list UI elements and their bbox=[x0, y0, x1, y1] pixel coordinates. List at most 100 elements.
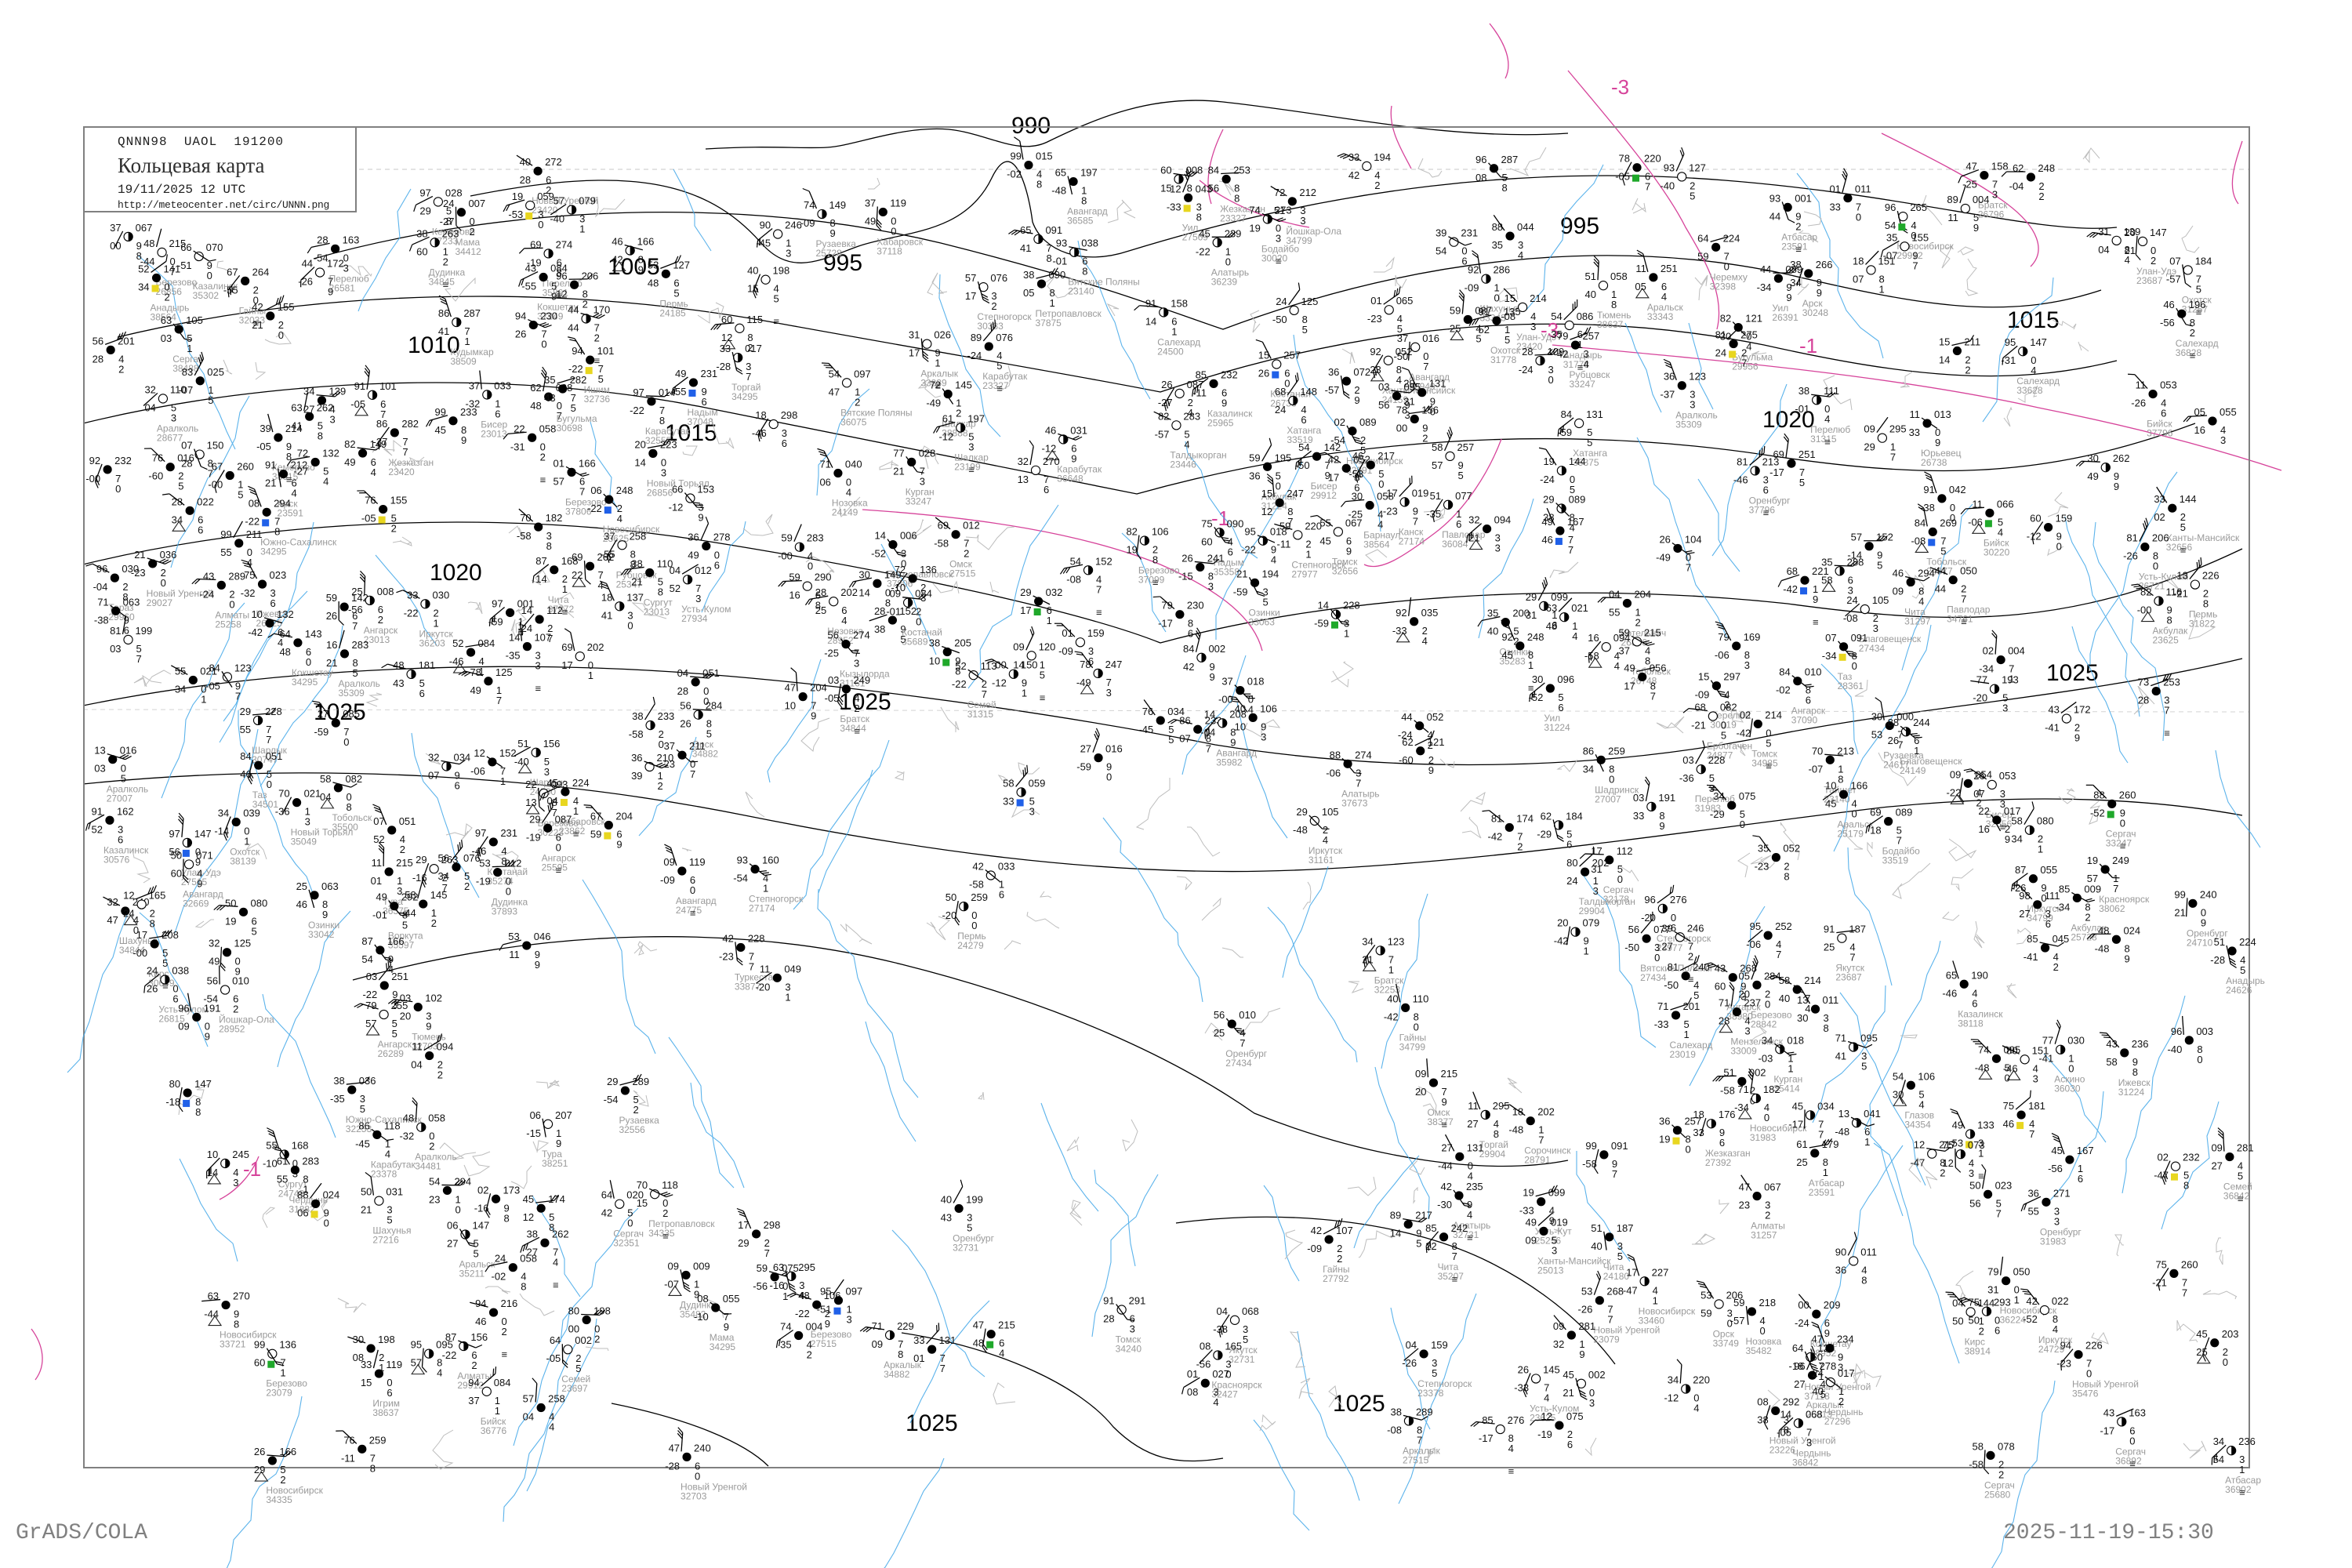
svg-text:8: 8 bbox=[1784, 871, 1789, 883]
svg-text:72: 72 bbox=[1274, 187, 1285, 198]
svg-text:-49: -49 bbox=[1656, 551, 1671, 563]
svg-text:25728: 25728 bbox=[2071, 931, 2097, 942]
svg-text:133: 133 bbox=[1977, 1119, 1994, 1131]
svg-text:9: 9 bbox=[556, 1138, 561, 1149]
svg-text:9: 9 bbox=[1354, 394, 1359, 406]
svg-text:8: 8 bbox=[1611, 299, 1617, 310]
svg-text:60: 60 bbox=[254, 1357, 265, 1369]
svg-text:8: 8 bbox=[504, 1212, 510, 1224]
svg-text:19: 19 bbox=[225, 915, 236, 927]
svg-text:28: 28 bbox=[172, 495, 183, 507]
svg-text:93: 93 bbox=[1056, 238, 1067, 249]
svg-text:50: 50 bbox=[1952, 1315, 1963, 1327]
svg-text:28: 28 bbox=[677, 685, 688, 697]
svg-text:23199: 23199 bbox=[954, 462, 981, 473]
svg-text:6: 6 bbox=[118, 833, 123, 845]
svg-text:-42: -42 bbox=[1554, 348, 1569, 360]
svg-text:39: 39 bbox=[631, 770, 642, 782]
svg-text:8: 8 bbox=[1081, 195, 1087, 207]
svg-text:2: 2 bbox=[807, 1348, 812, 1360]
svg-text:33: 33 bbox=[913, 1334, 924, 1346]
svg-text:0: 0 bbox=[506, 886, 511, 898]
svg-text:-01: -01 bbox=[1052, 256, 1067, 267]
svg-text:36075: 36075 bbox=[840, 416, 867, 427]
svg-text:60: 60 bbox=[1160, 164, 1171, 176]
svg-text:73: 73 bbox=[2138, 677, 2149, 688]
svg-text:58: 58 bbox=[1973, 1440, 1984, 1452]
svg-text:220: 220 bbox=[1693, 1374, 1710, 1386]
svg-text:25: 25 bbox=[1214, 1027, 1225, 1039]
svg-text:294: 294 bbox=[274, 497, 291, 509]
svg-text:165: 165 bbox=[1225, 1341, 1242, 1352]
svg-text:075: 075 bbox=[1739, 790, 1756, 802]
svg-text:4: 4 bbox=[1271, 554, 1276, 566]
svg-text:095: 095 bbox=[1860, 1032, 1878, 1044]
svg-text:0: 0 bbox=[278, 329, 284, 341]
svg-text:8: 8 bbox=[318, 430, 323, 441]
svg-text:-19: -19 bbox=[476, 876, 491, 887]
svg-text:-35: -35 bbox=[330, 1093, 345, 1105]
svg-text:090: 090 bbox=[1227, 517, 1244, 529]
svg-text:44: 44 bbox=[405, 907, 416, 919]
svg-text:33628: 33628 bbox=[2016, 385, 2043, 396]
svg-text:4: 4 bbox=[292, 488, 297, 499]
svg-text:03: 03 bbox=[828, 674, 839, 686]
svg-text:2: 2 bbox=[583, 298, 588, 310]
svg-text:8: 8 bbox=[1196, 211, 1202, 223]
svg-text:5: 5 bbox=[996, 360, 1002, 372]
svg-text:8: 8 bbox=[1152, 554, 1158, 566]
svg-text:01: 01 bbox=[1829, 183, 1840, 195]
svg-text:02: 02 bbox=[2154, 511, 2165, 523]
svg-text:51: 51 bbox=[517, 738, 528, 750]
svg-text:10: 10 bbox=[929, 655, 940, 667]
svg-text:36030: 36030 bbox=[2054, 1083, 2081, 1094]
svg-text:95: 95 bbox=[2005, 336, 2016, 348]
svg-text:155: 155 bbox=[1911, 231, 1929, 243]
svg-text:5: 5 bbox=[1458, 470, 1464, 481]
svg-text:22: 22 bbox=[1978, 805, 1989, 817]
svg-text:105: 105 bbox=[1872, 594, 1889, 606]
svg-text:60: 60 bbox=[2030, 513, 2041, 524]
svg-text:217: 217 bbox=[1377, 450, 1395, 462]
svg-text:2: 2 bbox=[1635, 616, 1640, 628]
svg-text:33749: 33749 bbox=[1713, 1338, 1740, 1348]
svg-text:24710: 24710 bbox=[2187, 937, 2213, 948]
svg-text:-34: -34 bbox=[1979, 663, 1994, 675]
svg-text:-32: -32 bbox=[241, 587, 256, 599]
svg-text:2: 2 bbox=[280, 1474, 285, 1486]
svg-text:5: 5 bbox=[2180, 521, 2186, 533]
svg-text:162: 162 bbox=[117, 805, 134, 817]
svg-text:05: 05 bbox=[1023, 287, 1034, 299]
svg-text:-09: -09 bbox=[1695, 689, 1710, 701]
svg-text:5: 5 bbox=[360, 1103, 365, 1115]
svg-text:26: 26 bbox=[254, 1446, 265, 1457]
svg-text:045: 045 bbox=[2053, 933, 2070, 945]
svg-text:36: 36 bbox=[1835, 1264, 1846, 1276]
svg-text:34295: 34295 bbox=[731, 391, 758, 402]
svg-text:14: 14 bbox=[509, 632, 520, 644]
svg-text:29: 29 bbox=[1296, 806, 1307, 818]
svg-text:9: 9 bbox=[1973, 222, 1979, 234]
svg-text:5: 5 bbox=[1877, 560, 1882, 572]
svg-text:6: 6 bbox=[495, 408, 500, 419]
svg-text:32: 32 bbox=[209, 938, 220, 949]
svg-text:07: 07 bbox=[428, 769, 439, 781]
svg-text:71: 71 bbox=[1737, 1083, 1748, 1095]
svg-text:27: 27 bbox=[447, 1238, 458, 1250]
svg-text:094: 094 bbox=[1494, 514, 1512, 526]
svg-text:07: 07 bbox=[2169, 255, 2180, 267]
svg-text:≡: ≡ bbox=[502, 1348, 508, 1360]
svg-text:-05: -05 bbox=[361, 513, 376, 524]
svg-text:236: 236 bbox=[2238, 1436, 2256, 1447]
svg-text:249: 249 bbox=[2112, 855, 2129, 866]
svg-text:5: 5 bbox=[1617, 1250, 1623, 1262]
svg-text:289: 289 bbox=[1416, 1406, 1433, 1417]
svg-text:080: 080 bbox=[250, 897, 267, 909]
svg-text:198: 198 bbox=[773, 265, 790, 277]
svg-text:247: 247 bbox=[1105, 659, 1123, 670]
svg-text:0: 0 bbox=[161, 577, 166, 589]
svg-text:0: 0 bbox=[695, 1470, 700, 1482]
svg-text:7: 7 bbox=[579, 485, 585, 497]
svg-text:059: 059 bbox=[537, 191, 554, 202]
svg-text:12: 12 bbox=[523, 1211, 534, 1223]
